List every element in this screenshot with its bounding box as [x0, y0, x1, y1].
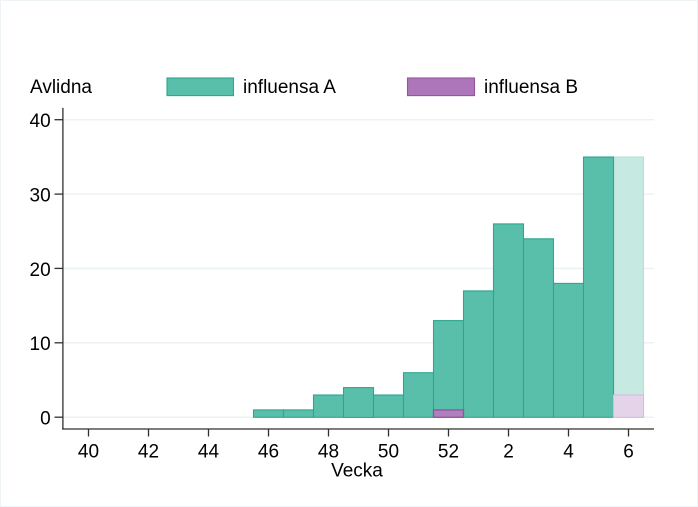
- svg-text:10: 10: [30, 334, 51, 355]
- svg-text:48: 48: [318, 442, 339, 463]
- svg-text:40: 40: [78, 442, 99, 463]
- svg-text:Vecka: Vecka: [331, 460, 383, 481]
- svg-text:44: 44: [198, 442, 220, 463]
- svg-text:4: 4: [563, 442, 574, 463]
- svg-text:42: 42: [138, 442, 159, 463]
- svg-text:Avlidna: Avlidna: [30, 77, 92, 98]
- svg-text:20: 20: [30, 260, 51, 281]
- svg-text:52: 52: [438, 442, 459, 463]
- svg-text:2: 2: [503, 442, 514, 463]
- svg-text:0: 0: [40, 409, 51, 430]
- svg-text:influensa B: influensa B: [484, 77, 578, 98]
- svg-text:influensa A: influensa A: [243, 77, 336, 98]
- svg-text:40: 40: [30, 111, 51, 132]
- svg-text:50: 50: [378, 442, 399, 463]
- svg-text:30: 30: [30, 186, 51, 207]
- svg-text:46: 46: [258, 442, 279, 463]
- svg-text:6: 6: [623, 442, 634, 463]
